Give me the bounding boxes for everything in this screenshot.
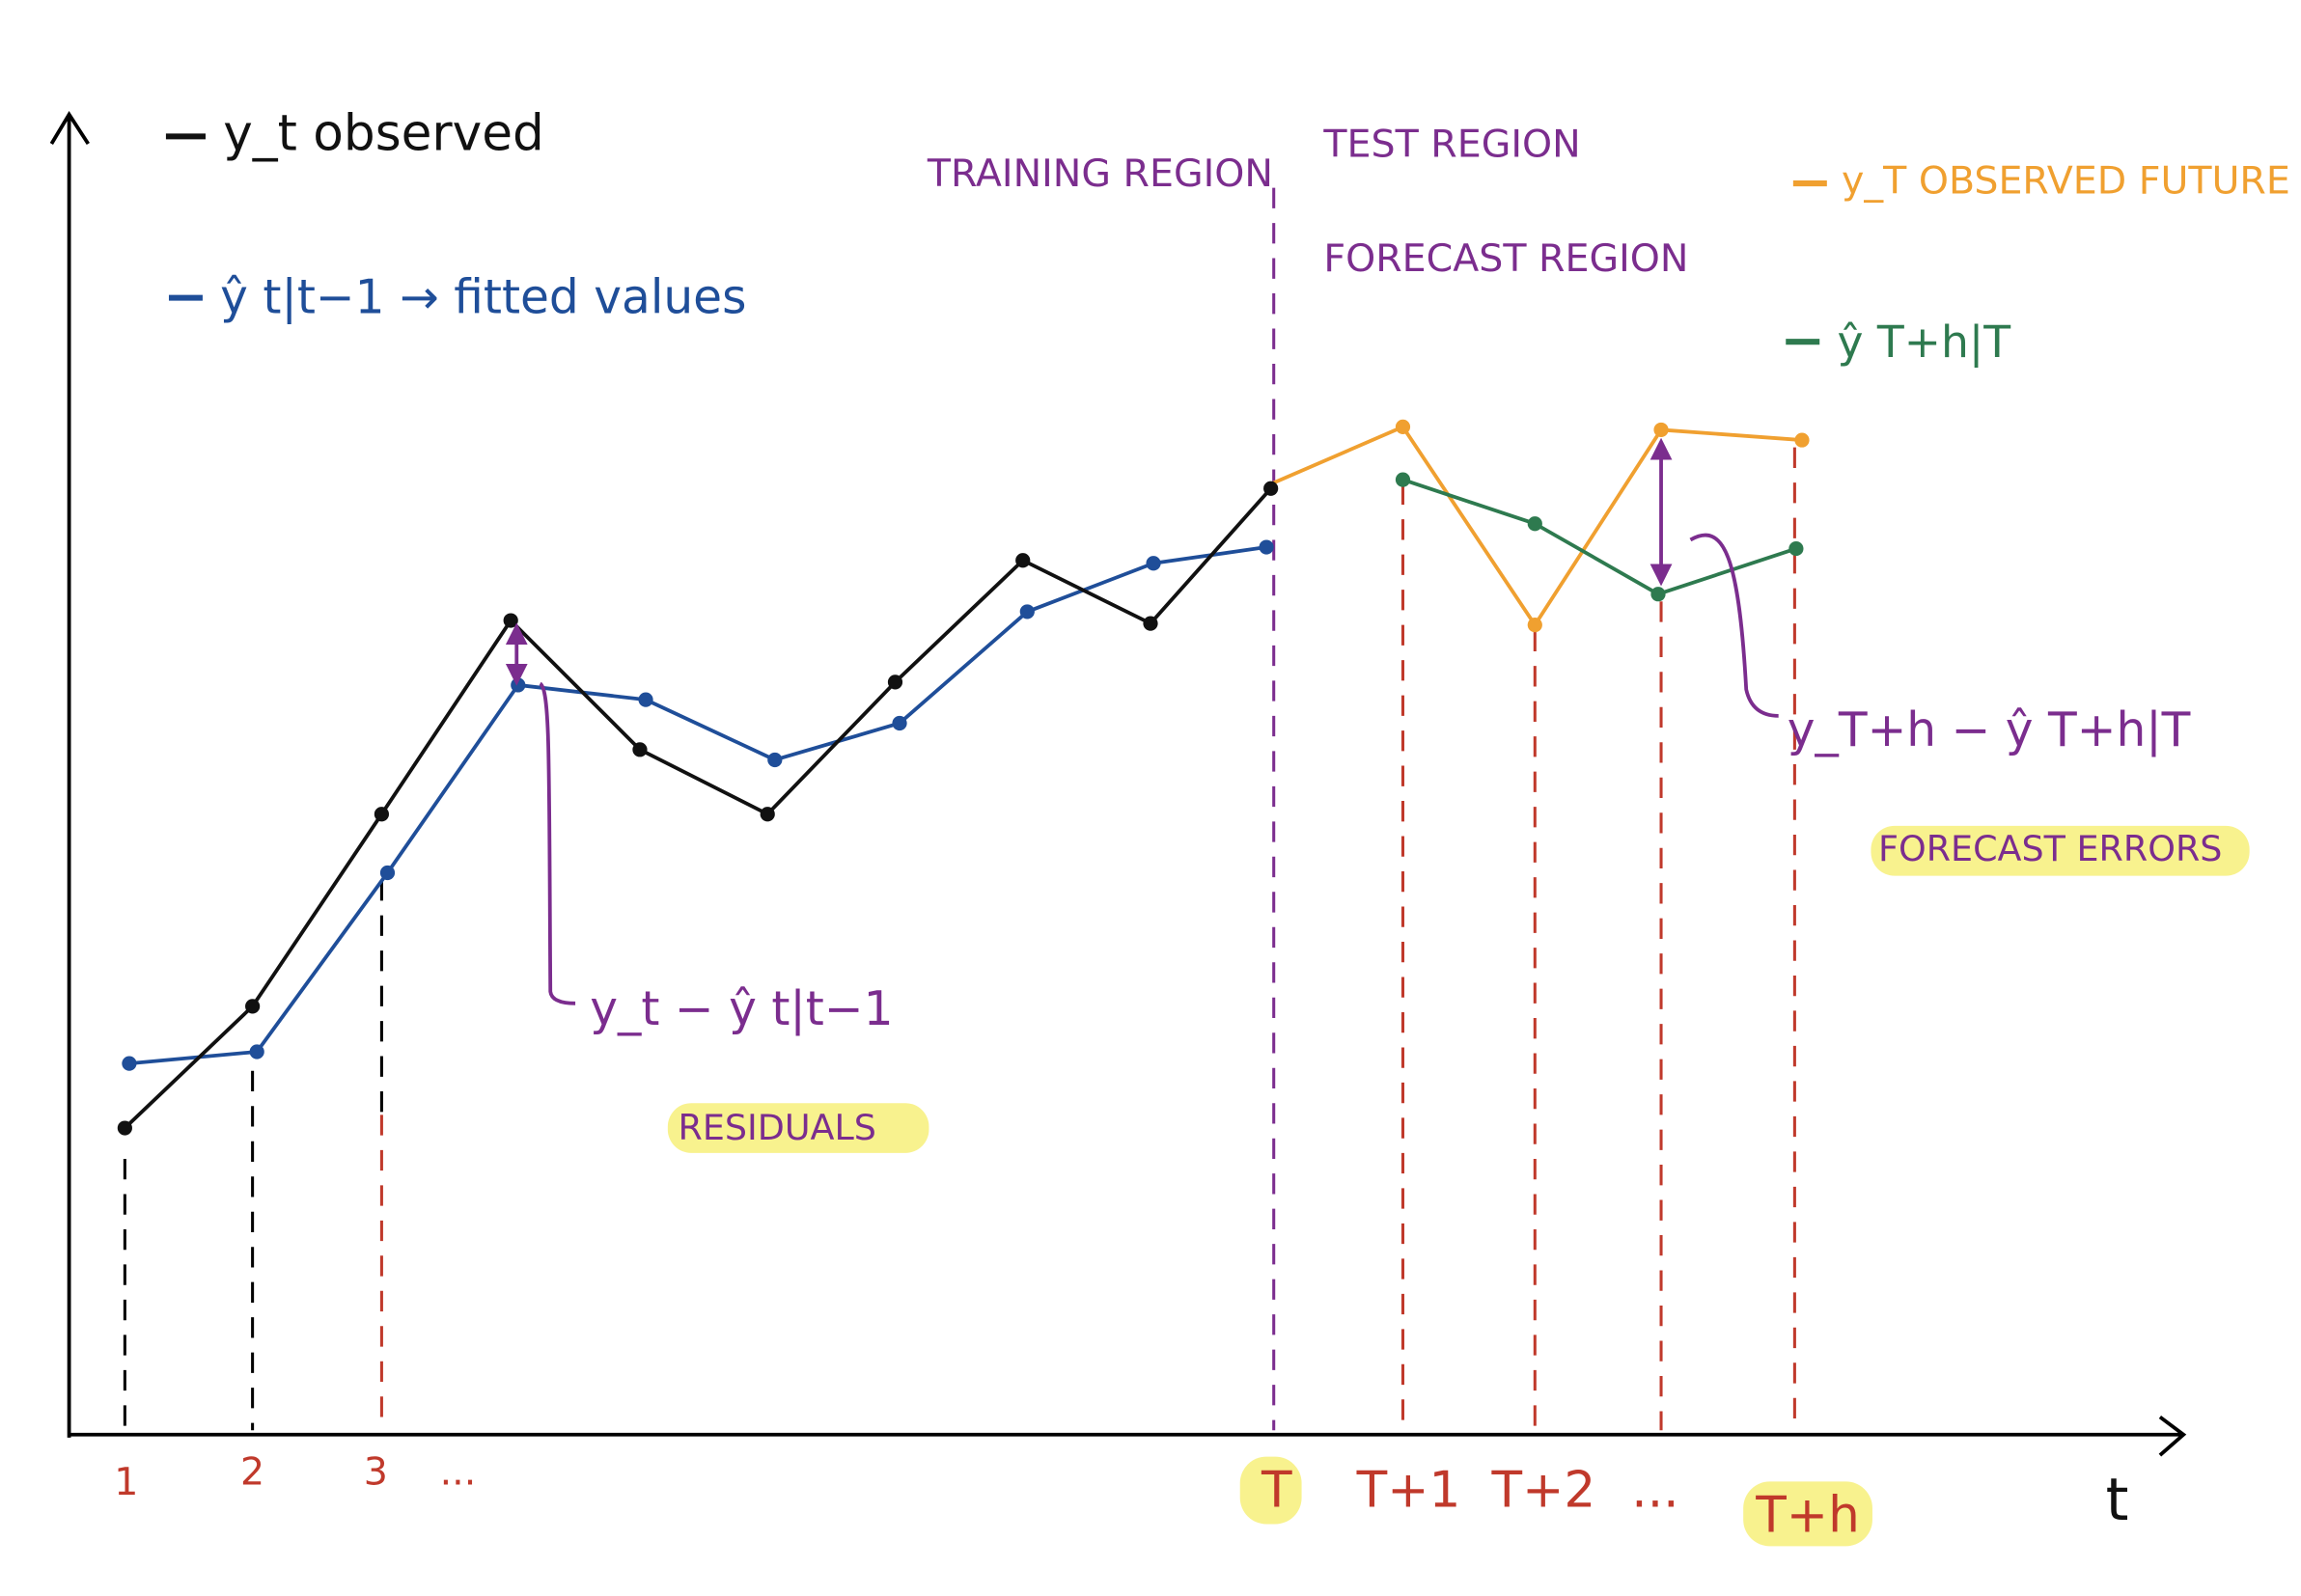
point [1527,618,1542,633]
x-tick-label: 1 [114,1460,138,1504]
point [760,807,775,822]
error-formula: y_T+h − ŷ T+h|T [1788,703,2191,757]
point [1263,481,1279,496]
highlight [1871,825,2250,876]
point [1527,516,1542,532]
x-tick-label: T+1 [1356,1462,1461,1520]
residuals-label: RESIDUALS [678,1107,875,1148]
axes [49,110,2187,1457]
highlight [1743,1481,1872,1547]
point [503,613,518,628]
arrows [505,437,1779,1005]
point [632,742,648,757]
x-tick-label: ... [440,1449,477,1494]
point [245,999,261,1014]
pointer [539,681,576,1005]
point [1259,539,1274,555]
x-tick-label: T+h [1755,1486,1860,1544]
errors-label: FORECAST ERRORS [1878,828,2222,869]
point [1015,553,1031,568]
highlights [667,825,2250,1547]
point [1146,556,1161,571]
point [1395,419,1411,434]
point [117,1120,132,1136]
highlight [667,1103,929,1153]
points [117,419,1810,1136]
region-training: TRAINING REGION [927,151,1273,196]
x-axis [69,1416,2187,1457]
point [1653,422,1669,438]
point [892,715,907,731]
region-test: TEST REGION [1322,123,1580,167]
observed-line [124,486,1273,1130]
point [122,1056,137,1071]
legend-fitted: ŷ t|t−1 → fitted values [220,271,746,325]
x-tick-label: 3 [364,1449,388,1494]
point [767,752,783,768]
legend-forecast: ŷ T+h|T [1837,316,2010,369]
x-tick-label: 2 [240,1449,264,1494]
point [374,807,390,822]
legend-marks [165,133,1827,345]
point [887,674,903,690]
point [1650,587,1666,602]
x-tick-label: T+2 [1491,1462,1596,1520]
x-axis-label: t [2106,1467,2129,1534]
region-forecast: FORECAST REGION [1323,236,1688,281]
guides [123,187,1796,1431]
legend-observed: y_t observed [223,104,544,162]
legend-future: y_T OBSERVED FUTURE [1842,159,2290,204]
point [638,692,653,707]
point [1143,616,1158,631]
highlight [1239,1456,1302,1525]
pointer [1689,533,1779,718]
y-axis [49,110,90,1438]
point [249,1044,264,1059]
residual-formula: y_t − ŷ t|t−1 [590,982,893,1036]
fitted-line [128,545,1267,1066]
x-tick-label: ... [1631,1462,1678,1520]
x-ticks: 1 2 3... T T+1 T+2... T+h [114,1449,1860,1544]
point [511,677,526,693]
forecast-line [1401,478,1797,596]
x-tick-label: T [1261,1462,1292,1520]
point [1794,432,1810,448]
point [1788,540,1804,557]
point [1019,604,1035,619]
point [1395,472,1411,487]
point [379,865,396,881]
